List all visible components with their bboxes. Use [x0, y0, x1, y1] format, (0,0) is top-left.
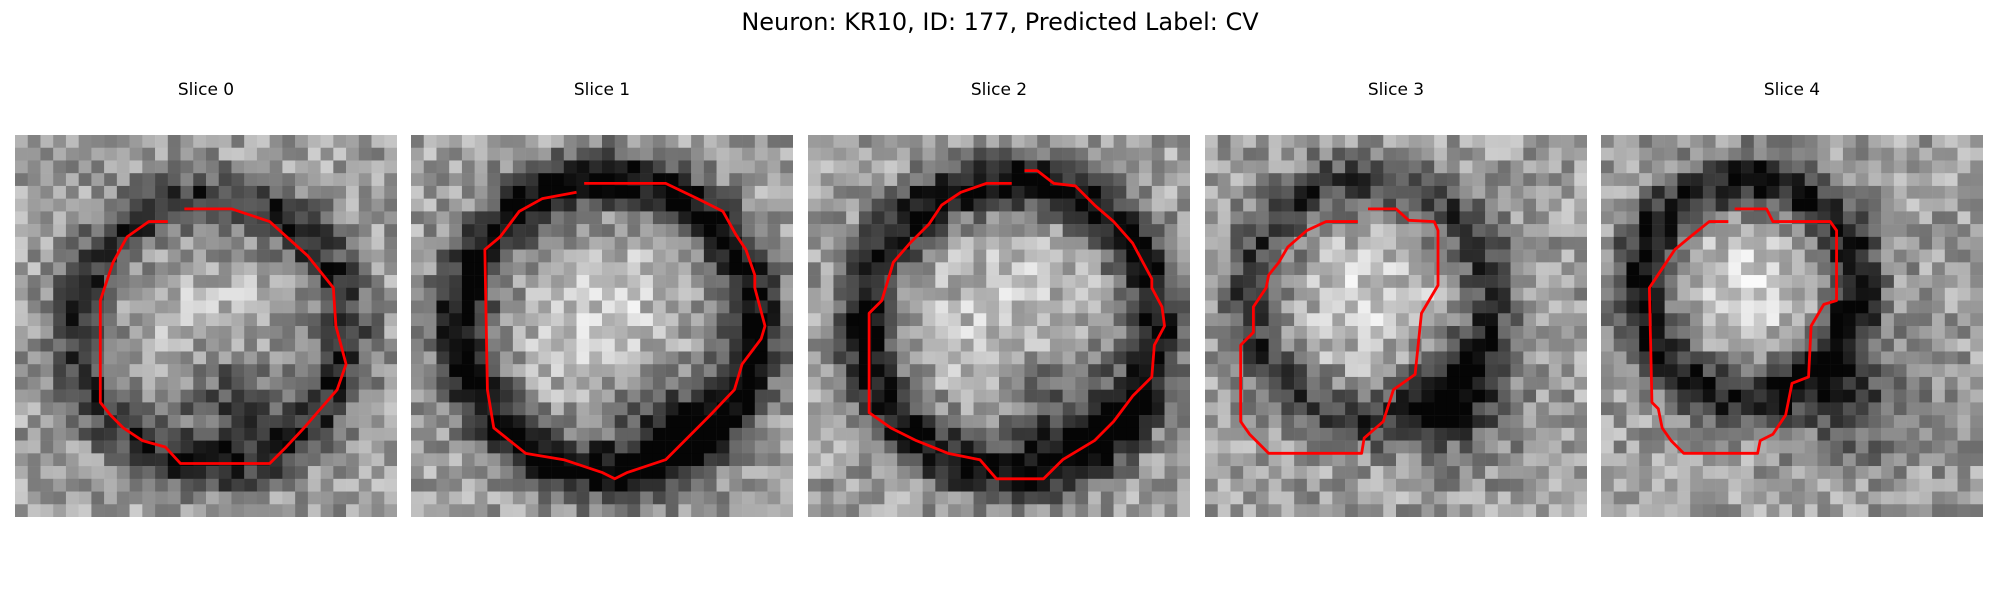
neuron-contour [98, 207, 348, 465]
slice-title: Slice 1 [573, 80, 631, 100]
slice-title: Slice 3 [1367, 80, 1425, 100]
slice-title: Slice 0 [177, 80, 235, 100]
pixel-grid [808, 135, 1190, 517]
neuron-contour [1239, 207, 1440, 455]
neuron-contour [483, 181, 767, 481]
neuron-contour [867, 169, 1166, 481]
pixel-grid [1205, 135, 1587, 517]
figure-title: Neuron: KR10, ID: 177, Predicted Label: … [741, 8, 1259, 36]
slice-title: Slice 4 [1763, 80, 1821, 100]
slice-image [411, 135, 793, 517]
slice-image [15, 135, 397, 517]
slice-image [808, 135, 1190, 517]
pixel-grid [411, 135, 793, 517]
slice-image [1601, 135, 1983, 517]
slice-title: Slice 2 [970, 80, 1028, 100]
pixel-grid [1601, 135, 1983, 517]
slice-image [1205, 135, 1587, 517]
neuron-contour [1647, 207, 1838, 455]
pixel-grid [15, 135, 397, 517]
